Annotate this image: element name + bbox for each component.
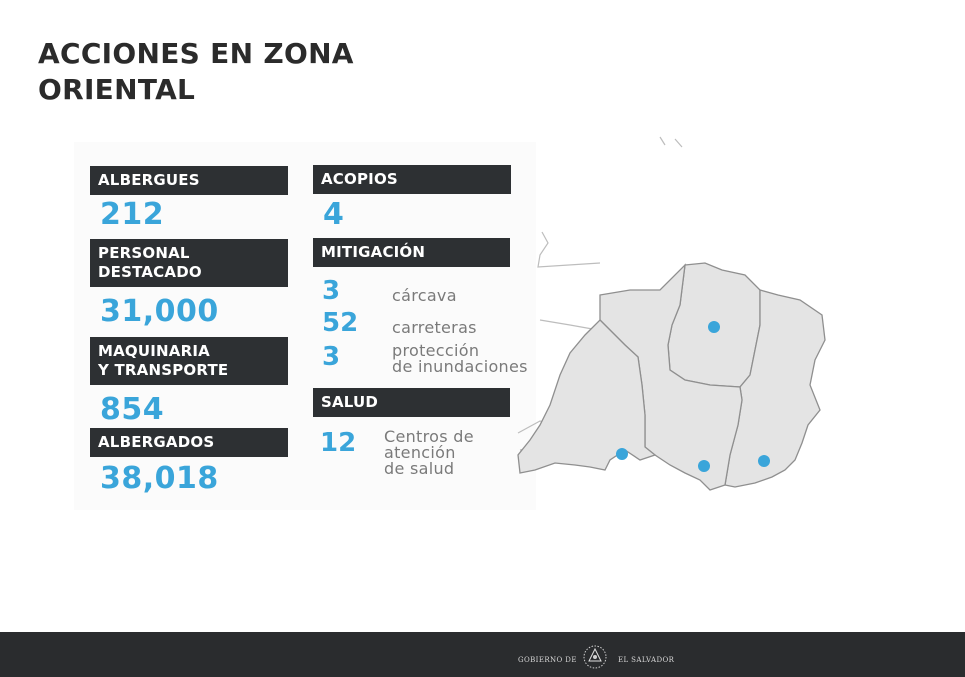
footer-el-salvador-text: EL SALVADOR xyxy=(618,656,675,664)
albergados-value: 38,018 xyxy=(100,461,219,496)
map-departments xyxy=(517,262,826,491)
map-marker-usulutan xyxy=(616,448,628,460)
mitigacion-value-carreteras: 52 xyxy=(322,308,359,338)
mitigacion-text-inundaciones: protección de inundaciones xyxy=(392,341,528,376)
mitigacion-text-carreteras: carreteras xyxy=(392,318,477,337)
personal-label: PERSONAL DESTACADO xyxy=(90,239,288,287)
acopios-label: ACOPIOS xyxy=(313,165,511,194)
map-marker-san-miguel xyxy=(698,460,710,472)
map-marker-la-union xyxy=(758,455,770,467)
personal-value: 31,000 xyxy=(100,294,219,329)
department-la-union xyxy=(724,289,826,488)
mitigacion-text-carcava: cárcava xyxy=(392,286,457,305)
title-line-1: ACCIONES EN ZONA xyxy=(38,37,354,70)
salud-label: SALUD xyxy=(313,388,510,417)
albergues-value: 212 xyxy=(100,197,165,232)
title-line-2: ORIENTAL xyxy=(38,73,196,106)
maquinaria-label: MAQUINARIA Y TRANSPORTE xyxy=(90,337,288,385)
department-usulutan xyxy=(517,319,657,474)
salud-text: Centros de atención de salud xyxy=(384,427,474,478)
albergues-label: ALBERGUES xyxy=(90,166,288,195)
coat-of-arms-icon xyxy=(583,645,607,669)
albergados-label: ALBERGADOS xyxy=(90,428,288,457)
map-markers xyxy=(616,321,770,472)
eastern-zone-map xyxy=(517,136,826,491)
footer-bar: GOBIERNO DE EL SALVADOR xyxy=(0,632,965,677)
mitigacion-value-carcava: 3 xyxy=(322,276,341,306)
acopios-value: 4 xyxy=(323,197,345,232)
mitigacion-value-inundaciones: 3 xyxy=(322,342,341,372)
salud-value: 12 xyxy=(320,428,357,458)
map-marker-morazan xyxy=(708,321,720,333)
footer-gobierno-text: GOBIERNO DE xyxy=(518,656,577,664)
page-title: ACCIONES EN ZONA ORIENTAL xyxy=(38,36,354,108)
mitigacion-label: MITIGACIÓN xyxy=(313,238,510,267)
maquinaria-value: 854 xyxy=(100,392,165,427)
